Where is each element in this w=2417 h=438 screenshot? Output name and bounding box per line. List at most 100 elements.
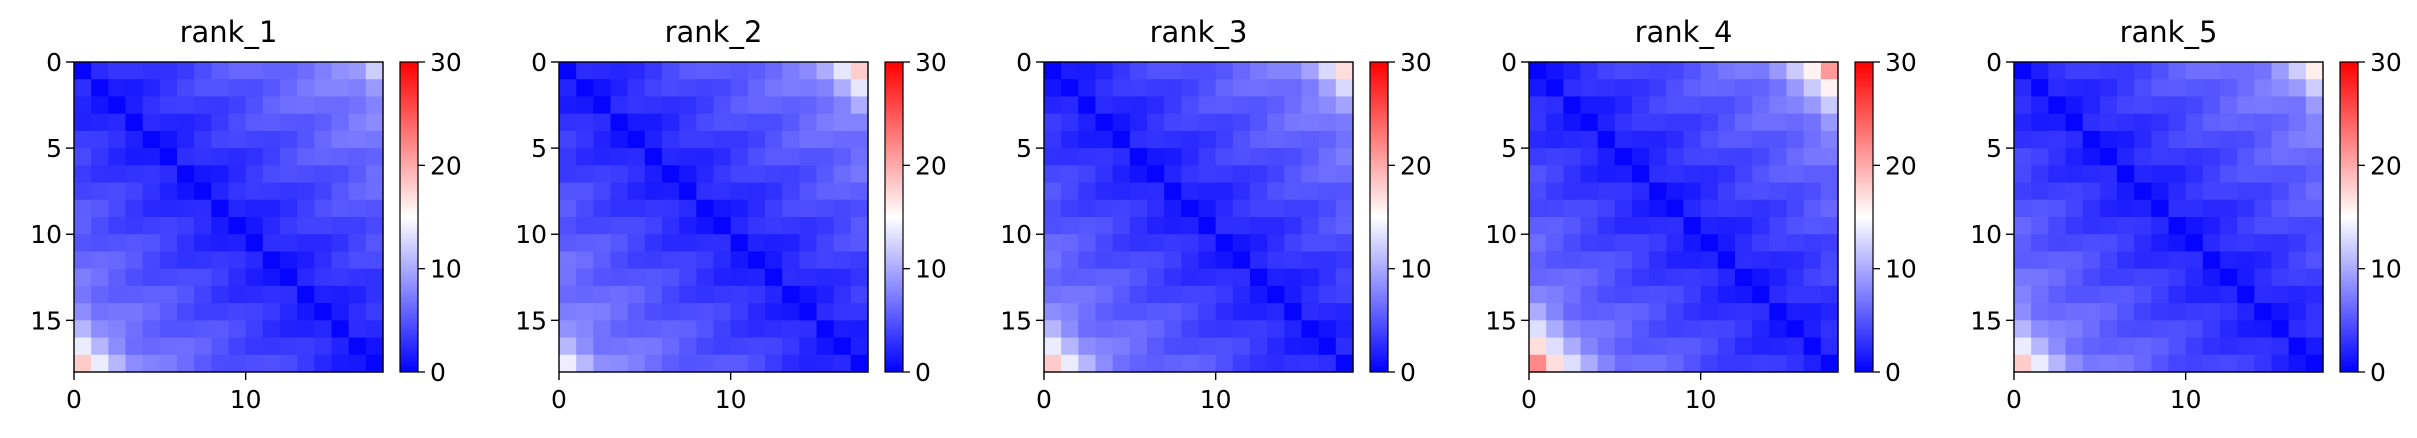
heatmap-cell [1803,303,1822,321]
heatmap-cell [1095,182,1114,201]
heatmap-cell [2134,182,2152,201]
heatmap-cell [1820,165,1839,184]
heatmap-cell [2065,165,2084,184]
heatmap-cell [2237,79,2255,98]
heatmap-cell [765,165,783,184]
heatmap-cell [331,217,350,235]
heatmap-cell [159,79,178,98]
heatmap-cell [74,251,92,270]
heatmap-cell [850,96,869,115]
heatmap-cell [1181,62,1200,80]
heatmap-cell [662,113,680,132]
heatmap-cell [2288,354,2307,373]
heatmap-cell [833,337,852,356]
heatmap-cell [2117,130,2135,149]
heatmap-cell [833,148,852,166]
heatmap-cell [108,268,127,287]
heatmap-cell [696,320,715,339]
heatmap-cell [2117,79,2135,98]
heatmap-cell [1597,199,1616,218]
heatmap-cell [1769,337,1788,356]
heatmap-cell [593,268,612,287]
heatmap-cell [1597,354,1616,373]
heatmap-cell [679,268,697,287]
heatmap-cell [1129,320,1148,339]
heatmap-cell [1078,62,1097,80]
heatmap-cell [1649,337,1667,356]
heatmap-cell [2099,303,2118,321]
heatmap-cell [644,79,663,98]
heatmap-cell [2151,165,2170,184]
heatmap-cell [2168,79,2187,98]
heatmap-cell [1769,354,1788,373]
heatmap-cell [747,303,766,321]
heatmap-cell [747,113,766,132]
heatmap-cell [2048,251,2067,270]
heatmap-cell [610,251,629,270]
heatmap-cell [576,251,594,270]
heatmap-cell [1232,113,1251,132]
heatmap-cell [1614,337,1633,356]
heatmap-cell [2065,62,2084,80]
heatmap-cell [1215,234,1234,253]
heatmap-cell [713,96,732,115]
heatmap-cell [1335,113,1354,132]
heatmap-cell [245,165,264,184]
heatmap-cell [610,199,629,218]
heatmap-cell [850,354,869,373]
heatmap-cell [799,113,818,132]
heatmap-cell [228,62,247,80]
heatmap-cell [816,285,835,304]
heatmap-cell [1284,113,1303,132]
heatmap-cell [1129,217,1148,235]
heatmap-cell [782,320,800,339]
heatmap-cell [211,113,230,132]
heatmap-cell [1061,285,1079,304]
heatmap-cell [1267,303,1285,321]
heatmap-cell [2151,303,2170,321]
heatmap-cell [74,165,92,184]
heatmap-cell [2168,62,2187,80]
heatmap-cell [765,62,783,80]
heatmap-cell [644,303,663,321]
heatmap-cell [1820,337,1839,356]
heatmap-cell [1215,113,1234,132]
heatmap-cell [2202,96,2221,115]
heatmap-cell [297,285,315,304]
heatmap-cell [74,285,92,304]
heatmap-cell [2151,337,2170,356]
heatmap-cell [1078,182,1097,201]
heatmap-cell [747,217,766,235]
heatmap-cell [2117,62,2135,80]
heatmap-cell [1232,199,1251,218]
heatmap-cell [2048,234,2067,253]
heatmap-cell [314,199,333,218]
heatmap-cell [1580,303,1599,321]
colorbar-tick-label: 20 [1400,151,1432,180]
heatmap-cell [1683,148,1702,166]
heatmap-cell [2031,285,2049,304]
heatmap-cell [1044,268,1062,287]
heatmap-cell [679,285,697,304]
heatmap-cell [713,113,732,132]
heatmap-cell [1820,320,1839,339]
heatmap-cell [262,130,281,149]
heatmap-cell [1563,79,1582,98]
heatmap-cell [2305,234,2324,253]
colorbar-tick-label: 20 [915,151,947,180]
heatmap-cell [1164,199,1182,218]
heatmap-cell [348,303,367,321]
heatmap-cell [280,268,298,287]
heatmap-cell [2288,165,2307,184]
heatmap-cell [765,303,783,321]
heatmap-cell [74,113,92,132]
heatmap-cell [1318,165,1337,184]
heatmap-cell [1250,251,1268,270]
heatmap-cell [730,165,749,184]
heatmap-cell [245,337,264,356]
heatmap-cell [2288,79,2307,98]
heatmap-cell [125,303,144,321]
heatmap-cell [1215,130,1234,149]
heatmap-cell [2117,234,2135,253]
heatmap-cell [297,251,315,270]
